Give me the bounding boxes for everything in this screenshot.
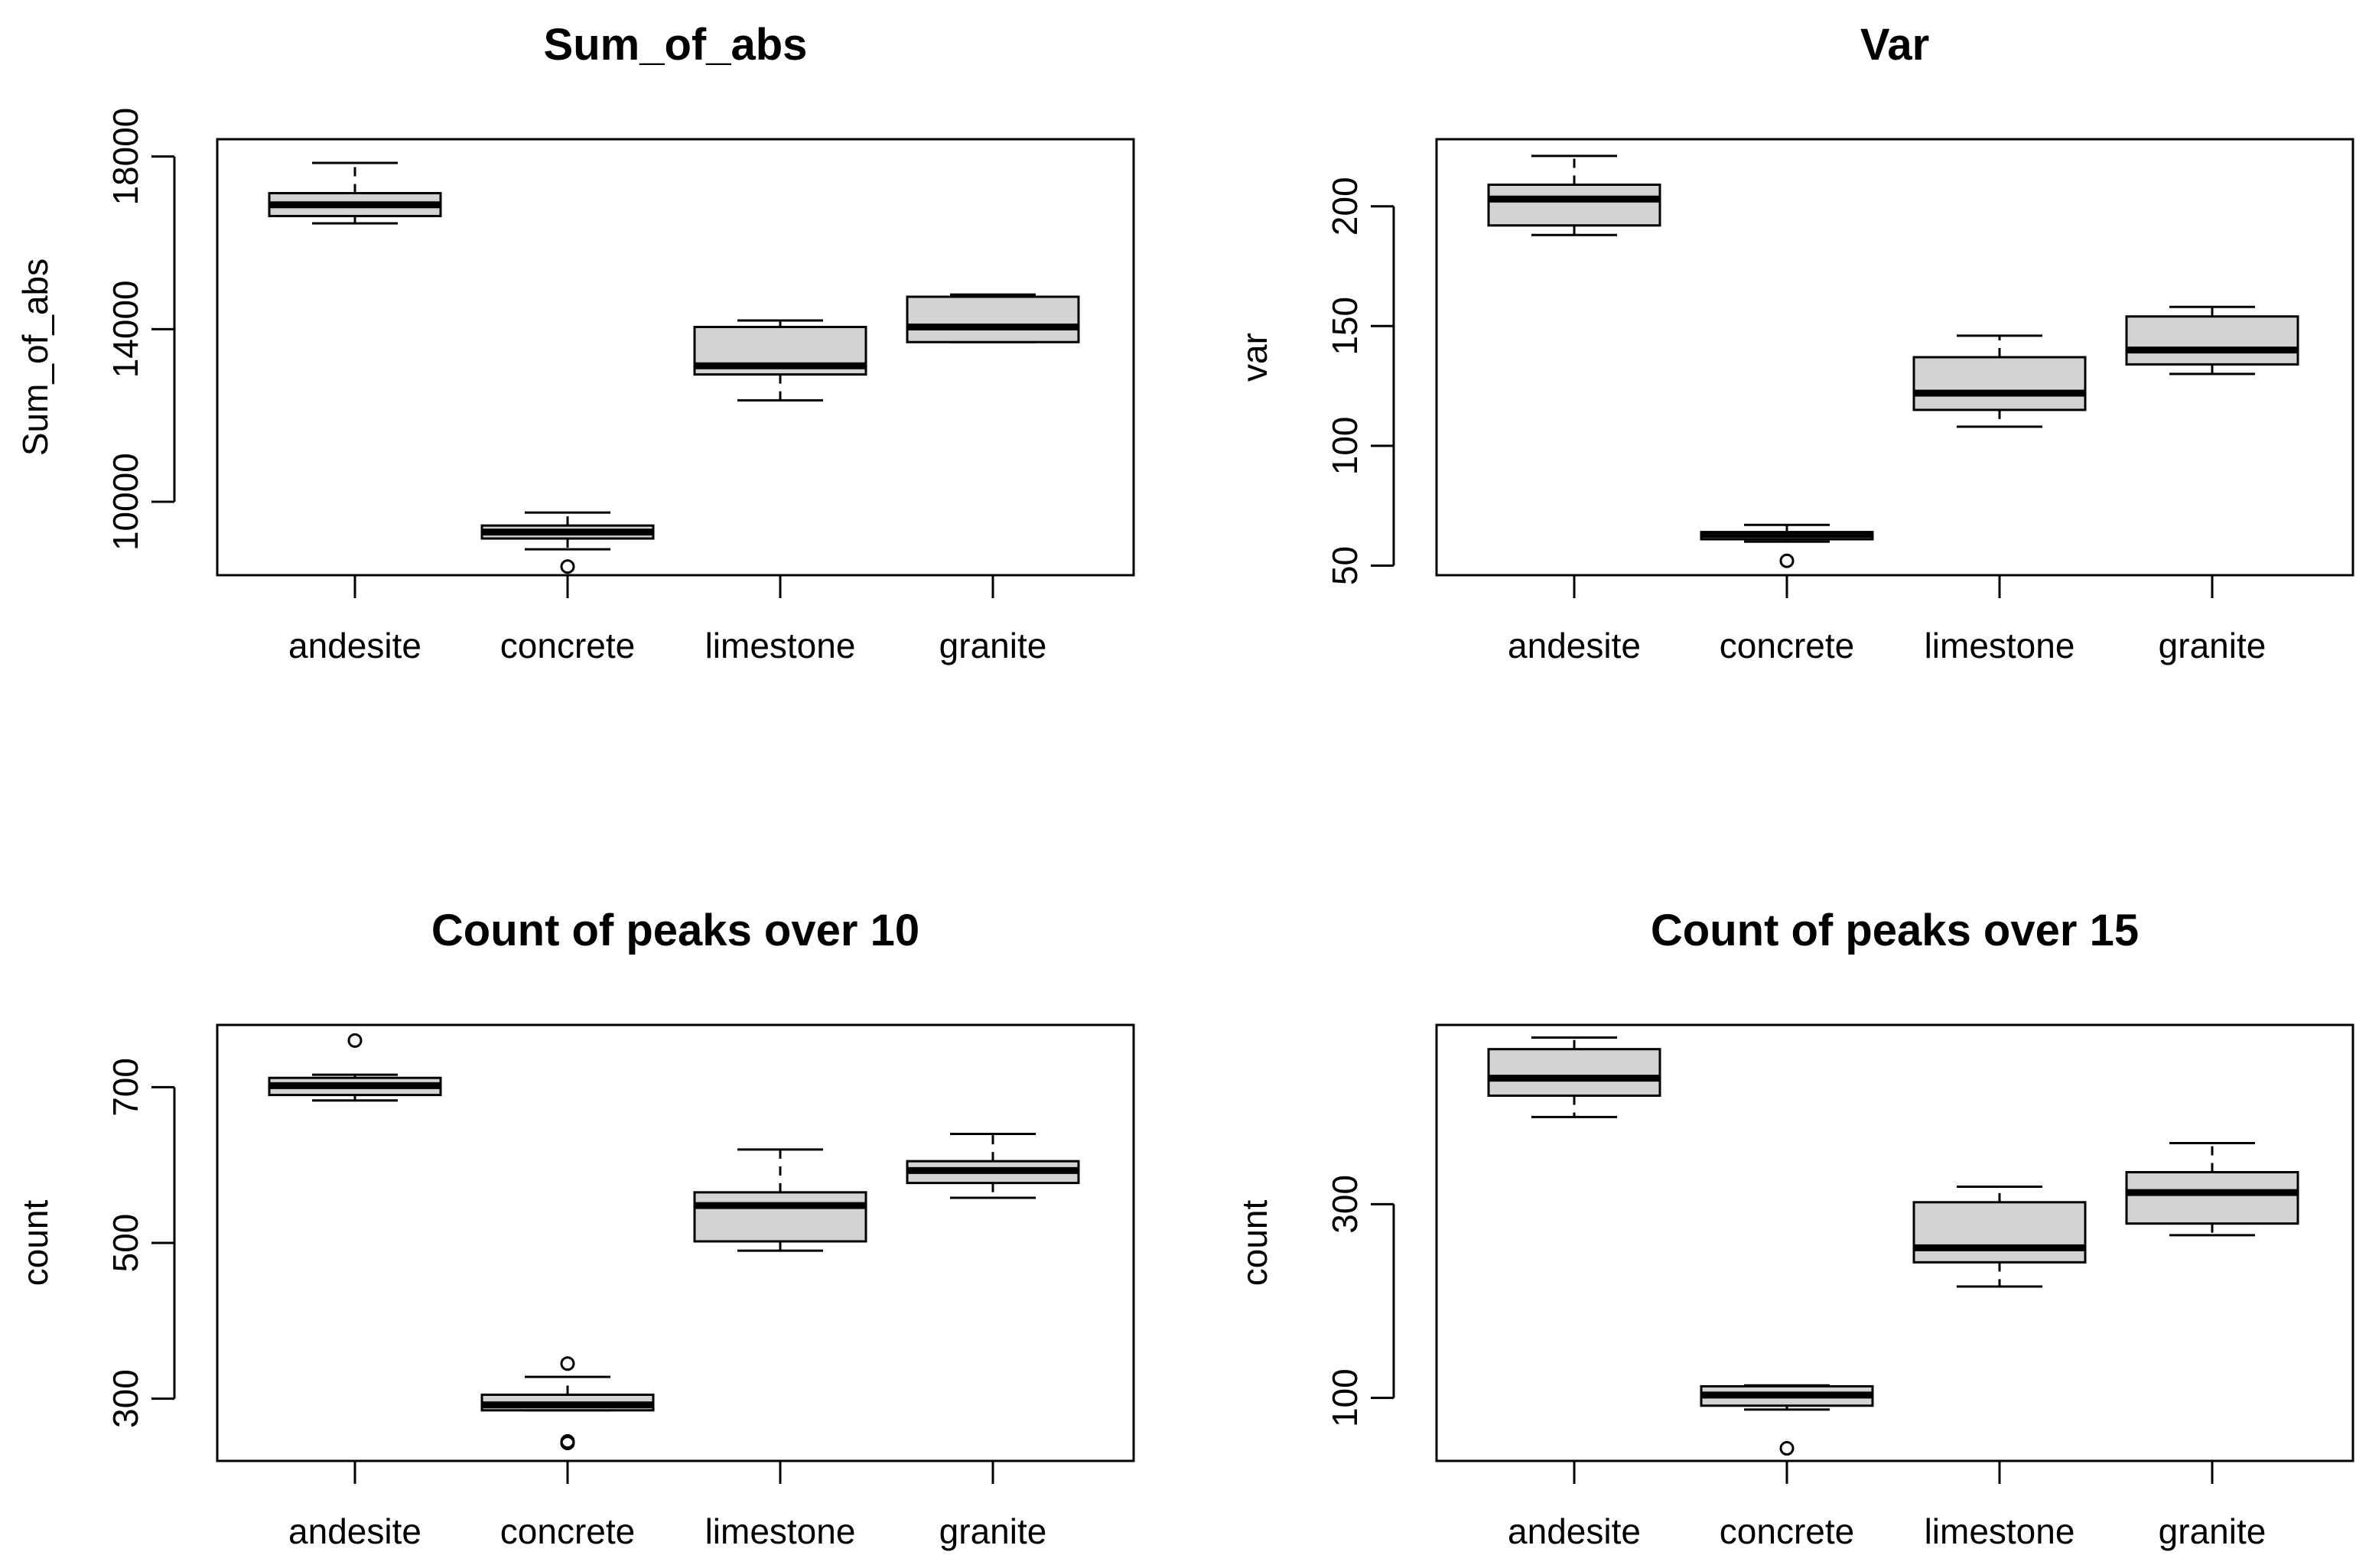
box-granite [2125,305,2299,376]
box-concrete [480,511,655,574]
y-tick-label: 200 [1325,177,1365,236]
x-tick-label-concrete: concrete [500,1511,635,1551]
y-axis-label: var [1235,333,1274,382]
y-tick-label: 18000 [106,108,145,206]
box-andesite [1487,1036,1661,1118]
y-tick-label: 300 [1325,1175,1365,1234]
panel-title: Sum_of_abs [544,20,808,70]
x-tick-label-granite: granite [2159,626,2266,665]
box-limestone [1912,1186,2087,1288]
x-tick-label-granite: granite [2159,1511,2266,1551]
y-tick-label: 700 [106,1058,145,1117]
y-tick-label: 14000 [106,280,145,378]
iqr-box [1912,356,2087,412]
x-tick-label-concrete: concrete [1720,626,1854,665]
panel-var: Var var andesite concrete limestone gran… [1235,20,2354,665]
panel-title: Count of peaks over 10 [431,906,919,955]
y-tick-label: 300 [106,1369,145,1428]
box-granite [906,1133,1080,1199]
box-concrete [1700,1384,1874,1456]
box-concrete [1700,523,1874,568]
box-limestone [693,1148,867,1252]
x-tick-label-granite: granite [939,626,1047,665]
y-axis-label: Sum_of_abs [15,259,55,456]
outlier-point [560,1436,575,1451]
y-axis-label: count [15,1200,55,1287]
panel-sum-of-abs: Sum_of_abs Sum_of_abs andesite concrete … [15,20,1135,665]
outlier-point [1779,1441,1795,1456]
x-tick-label-granite: granite [939,1511,1047,1551]
y-tick-label: 100 [1325,417,1365,476]
box-limestone [693,319,867,402]
panel-count-peaks-over-10: Count of peaks over 10 count andesite co… [15,906,1135,1551]
x-tick-label-limestone: limestone [1925,1511,2075,1551]
y-tick-label: 100 [1325,1368,1365,1427]
y-tick-label: 150 [1325,297,1365,356]
panel-title: Count of peaks over 15 [1651,906,2139,955]
box-andesite [268,1033,442,1102]
box-limestone [1912,334,2087,428]
iqr-box [906,295,1080,343]
x-tick-label-limestone: limestone [705,626,856,665]
y-tick-label: 50 [1325,546,1365,585]
box-granite [2125,1142,2299,1237]
y-tick-label: 500 [106,1214,145,1273]
x-tick-label-andesite: andesite [288,626,421,665]
iqr-box [2125,1171,2299,1225]
x-tick-label-concrete: concrete [1720,1511,1854,1551]
y-tick-label: 10000 [106,453,145,551]
box-andesite [1487,155,1661,236]
panel-count-peaks-over-15: Count of peaks over 15 count andesite co… [1235,906,2354,1551]
x-tick-label-concrete: concrete [500,626,635,665]
outlier-point [347,1033,363,1048]
iqr-box [1487,184,1661,227]
iqr-box [1487,1048,1661,1097]
x-tick-label-andesite: andesite [1508,1511,1641,1551]
box-andesite [268,161,442,225]
x-tick-label-andesite: andesite [1508,626,1641,665]
iqr-box [693,1191,867,1243]
y-axis-label: count [1235,1200,1274,1287]
panel-title: Var [1860,20,1929,70]
outlier-point [560,559,575,574]
x-tick-label-andesite: andesite [288,1511,421,1551]
outlier-point [1779,553,1795,568]
box-concrete [480,1356,655,1451]
x-tick-label-limestone: limestone [1925,626,2075,665]
outlier-point [560,1356,575,1371]
iqr-box [2125,315,2299,366]
box-granite [906,293,1080,343]
iqr-box [1912,1201,2087,1264]
x-tick-label-limestone: limestone [705,1511,856,1551]
